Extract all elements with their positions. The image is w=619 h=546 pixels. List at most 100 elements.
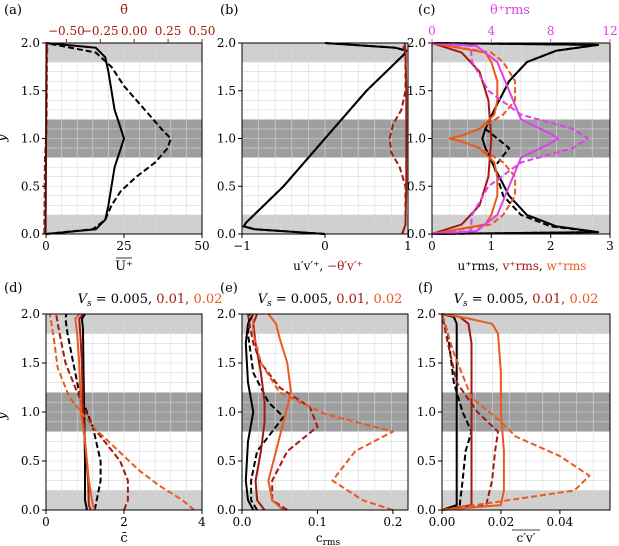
series-line [48, 313, 195, 511]
top-tick-label: 12 [602, 24, 617, 38]
series-line [43, 42, 49, 235]
series-line [441, 313, 499, 511]
series-line [252, 314, 394, 511]
legend-d: Vs = 0.005, 0.01, 0.02 [78, 292, 223, 309]
top-tick-label: −0.25 [82, 24, 119, 38]
series-line [441, 313, 591, 511]
series-line [431, 42, 517, 235]
panel-b: (b) −1 0 1 0.0 0.5 1.0 1.5 2.0 u′v′⁺, −θ′v′⁺ [217, 3, 412, 273]
y-tick-label: 1.0 [407, 132, 426, 146]
y-tick-label: 0.0 [21, 227, 40, 241]
y-tick-label: 0.0 [21, 503, 40, 517]
x-axis-label: crms [316, 531, 341, 546]
series-line [80, 313, 88, 511]
y-tick-label: 0.5 [21, 179, 40, 193]
panel-e: (e) 0.0 0.1 0.2 0.0 0.5 1.0 1.5 2.0 crms [217, 281, 409, 546]
x-tick-label: −1 [233, 239, 251, 253]
x-tick-label: 0.0 [232, 515, 251, 529]
x-axis-label: u⁺rms, v⁺rms, w⁺rms [458, 259, 587, 273]
y-tick-label: 2.0 [21, 307, 40, 321]
y-axis-label: y [0, 134, 10, 143]
panel-c: (c) θ⁺rms 0 1 2 30.00.51.01.52.00 4 8 12 u⁺rms… [407, 3, 618, 273]
top-tick-label: 0 [428, 24, 436, 38]
series-line [431, 42, 560, 235]
series-line [247, 313, 285, 511]
x-axis-label: c̄ [120, 531, 127, 546]
series-line [267, 313, 292, 511]
y-tick-label: 2.0 [21, 36, 40, 50]
series-line [242, 42, 408, 235]
panel-label: (d) [4, 281, 22, 296]
series-line [431, 42, 600, 235]
y-tick-label: 0.0 [407, 227, 426, 241]
x-tick-label: 0 [321, 239, 329, 253]
x-axis-label: U⁺ [115, 259, 133, 274]
x-axis-label: u′v′⁺, −θ′v′⁺ [293, 259, 363, 273]
y-tick-label: 0.0 [417, 503, 436, 517]
series-line [45, 42, 172, 235]
x-tick-label: 0 [42, 239, 50, 253]
legend-f: Vs = 0.005, 0.01, 0.02 [454, 292, 599, 309]
top-tick-label: 8 [547, 24, 555, 38]
series-line [431, 42, 493, 235]
y-tick-label: 0.5 [407, 179, 426, 193]
series-line [388, 42, 407, 235]
series-line [55, 313, 129, 511]
top-tick-label: 0.50 [189, 24, 216, 38]
y-tick-label: 2.0 [407, 36, 426, 50]
y-tick-label: 0.0 [217, 503, 236, 517]
x-tick-label: 1 [404, 239, 412, 253]
top-tick-label: −0.50 [48, 24, 85, 38]
top-tick-label: 0.00 [121, 24, 148, 38]
x-tick-label: 50 [194, 239, 209, 253]
y-tick-label: 1.0 [217, 132, 236, 146]
series-line [441, 313, 505, 511]
panel-label: (a) [4, 3, 22, 18]
x-tick-label: 3 [606, 239, 614, 253]
y-tick-label: 1.0 [217, 405, 236, 419]
x-tick-label: 2 [120, 515, 128, 529]
x-tick-label: 0.00 [429, 515, 456, 529]
x-tick-label: 2 [547, 239, 555, 253]
panel-label: (b) [220, 3, 238, 18]
y-tick-label: 0.5 [217, 454, 236, 468]
series-line [74, 313, 96, 511]
y-tick-label: 1.5 [407, 84, 426, 98]
x-tick-label: 0 [428, 239, 436, 253]
top-axis-title: θ̄ [120, 3, 128, 18]
top-axis-title: θ⁺rms [490, 3, 530, 18]
y-tick-label: 1.5 [217, 84, 236, 98]
y-tick-label: 1.5 [417, 356, 436, 370]
y-tick-label: 0.5 [417, 454, 436, 468]
y-tick-label: 1.5 [217, 356, 236, 370]
y-tick-label: 0.5 [21, 454, 40, 468]
y-tick-label: 2.0 [217, 36, 236, 50]
top-tick-label: 4 [488, 24, 496, 38]
panel-label: (f) [418, 281, 433, 296]
series-line [78, 313, 92, 511]
panel-label: (e) [220, 281, 238, 296]
x-axis-label: c′v′ [517, 531, 536, 545]
y-tick-label: 1.0 [21, 405, 40, 419]
y-tick-label: 0.0 [217, 227, 236, 241]
x-tick-label: 0.1 [308, 515, 327, 529]
y-axis-label: y [0, 412, 10, 421]
legend-e: Vs = 0.005, 0.01, 0.02 [258, 292, 403, 309]
x-tick-label: 0 [42, 515, 50, 529]
x-tick-label: 0.02 [488, 515, 515, 529]
y-tick-label: 1.5 [21, 356, 40, 370]
series-line [431, 42, 589, 235]
panel-d: (d) 0 2 4 0.0 0.5 1.0 1.5 2.0 y c̄ [0, 281, 206, 546]
series-line [252, 313, 266, 511]
y-tick-label: 0.5 [217, 179, 236, 193]
x-tick-label: 1 [488, 239, 496, 253]
panel-a: (a) θ̄ 0 25 50 0.0 0.5 1.0 1.5 2.0 −0.50−0.25 0.0… [0, 3, 215, 274]
x-tick-label: 25 [116, 239, 131, 253]
y-tick-label: 1.0 [417, 405, 436, 419]
y-tick-label: 1.5 [21, 84, 40, 98]
x-tick-label: 0.04 [547, 515, 574, 529]
y-tick-label: 1.0 [21, 132, 40, 146]
top-tick-label: 0.25 [155, 24, 182, 38]
panel-f: (f) 0.00 0.02 0.04 0.0 0.5 1.0 1.5 2.0 c′v′ [417, 281, 611, 545]
